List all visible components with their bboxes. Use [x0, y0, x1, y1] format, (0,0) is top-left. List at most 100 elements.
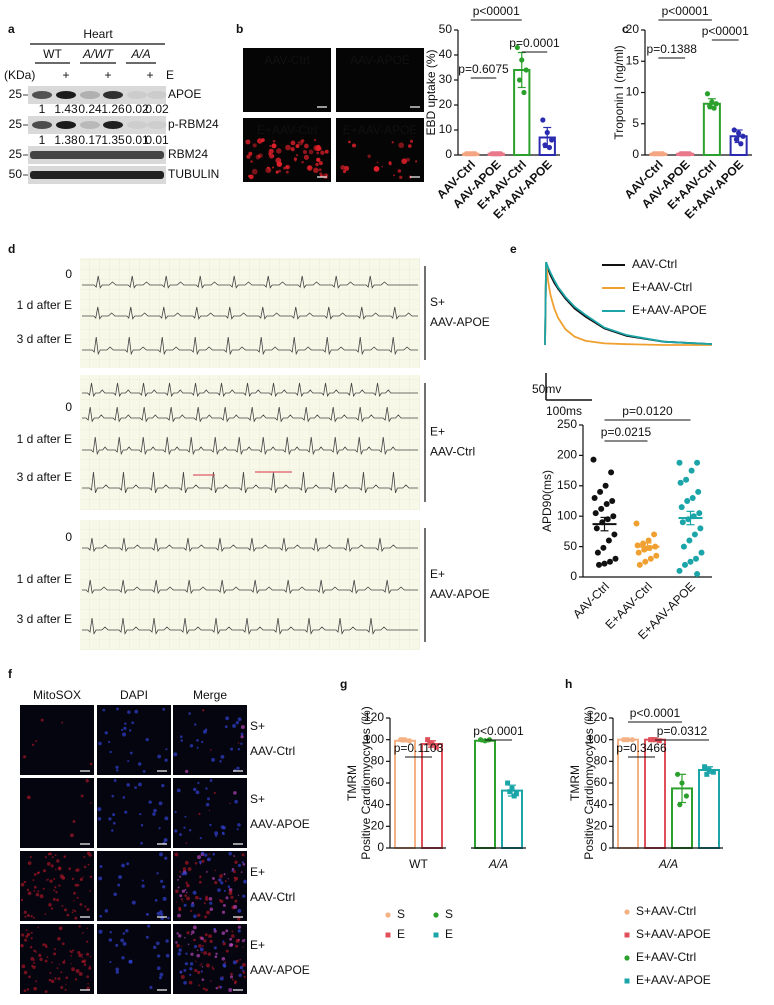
signal	[203, 951, 207, 955]
signal	[48, 903, 52, 907]
row-label: APOE	[168, 87, 201, 101]
blot-strip	[28, 86, 166, 104]
signal	[241, 969, 245, 972]
y-tick-label: 100	[557, 508, 577, 522]
signal	[23, 880, 26, 884]
micrograph	[243, 48, 331, 112]
signal	[225, 896, 229, 900]
signal	[26, 795, 31, 800]
signal	[23, 970, 28, 975]
signal	[217, 888, 221, 892]
band	[30, 171, 164, 179]
y-tick-label: 20	[439, 97, 453, 111]
signal	[183, 826, 186, 829]
y-tick-label: 100	[364, 732, 384, 746]
signal	[268, 148, 274, 154]
p-value: p<0.0001	[630, 706, 681, 720]
signal	[190, 952, 194, 956]
bar	[702, 102, 721, 156]
signal	[128, 959, 133, 964]
signal	[90, 802, 92, 804]
signal	[399, 175, 403, 180]
signal	[231, 930, 234, 933]
signal	[207, 952, 212, 956]
signal	[89, 955, 92, 958]
bar	[698, 769, 720, 849]
signal	[148, 800, 152, 804]
signal	[179, 871, 182, 873]
row-label: E+	[250, 938, 265, 952]
signal	[149, 985, 153, 990]
signal	[241, 962, 246, 967]
signal	[197, 855, 202, 860]
band	[103, 121, 123, 129]
signal	[49, 879, 53, 883]
data-point	[738, 141, 744, 147]
signal	[47, 853, 50, 856]
signal	[202, 987, 206, 991]
y-tick-label: 30	[439, 72, 453, 86]
signal	[237, 894, 240, 896]
signal	[80, 794, 84, 798]
data-point	[656, 738, 662, 744]
signal	[140, 841, 143, 845]
signal	[162, 885, 166, 889]
signal	[121, 956, 125, 960]
data-point	[609, 498, 616, 504]
y-tick-label: 50	[564, 539, 578, 553]
signal	[109, 931, 112, 934]
signal	[184, 962, 189, 966]
data-point	[695, 488, 702, 495]
y-tick-label: 5	[632, 116, 639, 130]
signal	[162, 707, 166, 711]
data-point	[607, 558, 613, 565]
signal	[86, 975, 90, 979]
group-label: A/A	[130, 47, 150, 61]
data-point	[491, 151, 497, 157]
signal	[156, 872, 159, 875]
data-point	[676, 459, 683, 466]
ecg-background	[80, 520, 420, 650]
signal	[230, 895, 234, 899]
data-point	[514, 44, 520, 51]
signal	[108, 817, 112, 821]
signal	[178, 906, 182, 910]
data-point	[495, 151, 502, 157]
legend-label: S	[445, 907, 453, 921]
signal	[156, 966, 161, 971]
signal	[271, 166, 275, 169]
signal	[194, 895, 199, 900]
signal	[223, 873, 226, 876]
signal	[74, 883, 78, 887]
data-point	[521, 89, 527, 96]
data-point	[605, 537, 612, 544]
signal	[214, 955, 218, 959]
signal	[278, 169, 282, 173]
data-point	[612, 555, 619, 562]
signal	[70, 963, 72, 965]
signal	[415, 160, 418, 163]
data-point	[679, 519, 686, 526]
signal	[98, 929, 103, 934]
signal	[38, 953, 42, 958]
signal	[35, 980, 38, 983]
signal	[248, 151, 253, 156]
signal	[175, 941, 178, 944]
signal	[86, 940, 89, 943]
signal	[127, 710, 131, 714]
signal	[344, 165, 350, 171]
data-point	[689, 494, 696, 501]
signal	[213, 929, 217, 933]
signal	[189, 967, 193, 971]
signal	[115, 765, 119, 769]
data-point	[465, 151, 472, 157]
data-point	[635, 549, 642, 556]
signal	[108, 938, 113, 942]
signal	[209, 748, 212, 751]
signal	[187, 943, 190, 946]
ecg-trace	[82, 336, 418, 356]
signal	[224, 961, 227, 964]
signal	[179, 875, 182, 878]
data-point	[733, 136, 740, 142]
signal	[325, 174, 328, 177]
